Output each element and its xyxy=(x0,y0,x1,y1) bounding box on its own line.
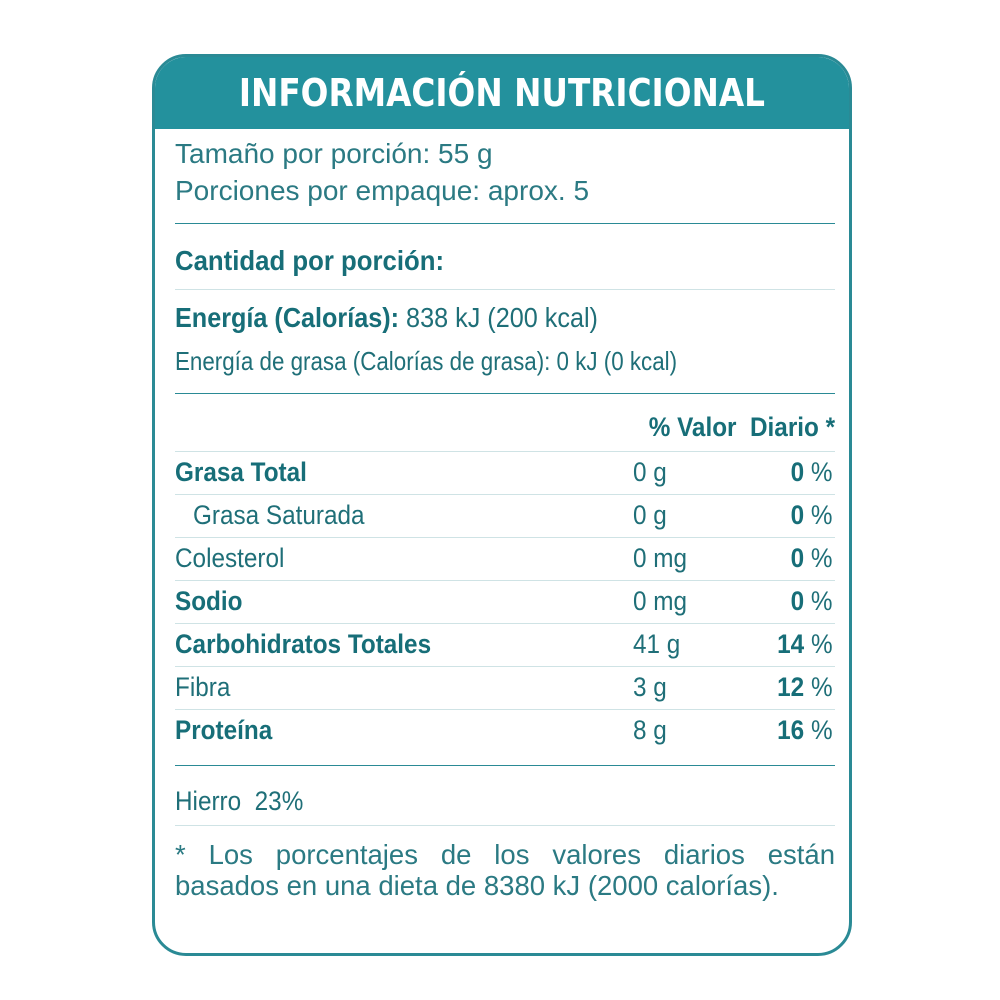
row-divider xyxy=(175,494,835,495)
row-divider xyxy=(175,537,835,538)
nutrient-amount: 0 g xyxy=(633,457,667,487)
daily-value-number: 0 xyxy=(791,457,805,487)
row-divider xyxy=(175,580,835,581)
nutrient-amount: 3 g xyxy=(633,672,667,702)
nutrient-row: Grasa Total 0 g 0 % xyxy=(175,451,835,493)
daily-value-number: 12 xyxy=(777,672,805,702)
daily-value-number: 14 xyxy=(777,629,805,659)
serving-info: Tamaño por porción: 55 g Porciones por e… xyxy=(175,135,589,209)
daily-value-number: 0 xyxy=(791,586,805,616)
daily-value-percent-sign: % xyxy=(804,500,833,530)
nutrient-name: Sodio xyxy=(175,586,243,616)
fat-energy-line: Energía de grasa (Calorías de grasa): 0 … xyxy=(175,343,759,379)
nutrient-name: Fibra xyxy=(175,672,231,702)
nutrient-amount: 0 g xyxy=(633,500,667,530)
daily-value-number: 0 xyxy=(791,543,805,573)
amount-per-serving-heading: Cantidad por porción: xyxy=(175,243,467,279)
panel-title-bar: INFORMACIÓN NUTRICIONAL xyxy=(155,57,849,129)
nutrient-name: Grasa Total xyxy=(175,457,307,487)
nutrient-row: Proteína 8 g 16 % xyxy=(175,709,835,751)
daily-value-percent-sign: % xyxy=(804,457,833,487)
panel-title: INFORMACIÓN NUTRICIONAL xyxy=(238,71,766,115)
row-divider xyxy=(175,623,835,624)
serving-size: Tamaño por porción: 55 g xyxy=(175,138,493,169)
nutrient-row: Carbohidratos Totales 41 g 14 % xyxy=(175,623,835,665)
nutrient-amount: 0 mg xyxy=(633,586,688,616)
daily-value-number: 16 xyxy=(777,715,805,745)
daily-value-header-text: % Valor Diario * xyxy=(648,412,835,442)
nutrient-daily-value: 14 % xyxy=(778,623,833,665)
nutrient-row: Grasa Saturada 0 g 0 % xyxy=(175,494,835,536)
nutrient-daily-value: 12 % xyxy=(778,666,833,708)
daily-value-number: 0 xyxy=(791,500,805,530)
nutrient-row: Colesterol 0 mg 0 % xyxy=(175,537,835,579)
nutrient-name: Proteína xyxy=(175,715,273,745)
nutrient-name: Grasa Saturada xyxy=(193,500,365,530)
energy-value: 838 kJ (200 kcal) xyxy=(399,302,598,333)
nutrient-row: Sodio 0 mg 0 % xyxy=(175,580,835,622)
nutrient-daily-value: 16 % xyxy=(778,709,833,751)
nutrient-name: Carbohidratos Totales xyxy=(175,629,432,659)
nutrient-name: Colesterol xyxy=(175,543,285,573)
nutrient-daily-value: 0 % xyxy=(791,537,833,579)
daily-value-percent-sign: % xyxy=(804,586,833,616)
nutrient-row: Fibra 3 g 12 % xyxy=(175,666,835,708)
daily-value-percent-sign: % xyxy=(804,715,833,745)
servings-per-package: Porciones por empaque: aprox. 5 xyxy=(175,175,590,206)
nutrient-amount: 8 g xyxy=(633,715,667,745)
nutrient-daily-value: 0 % xyxy=(791,580,833,622)
nutrient-amount: 41 g xyxy=(633,629,681,659)
divider xyxy=(175,393,835,394)
divider xyxy=(175,223,835,224)
iron-line: Hierro 23% xyxy=(175,781,318,821)
energy-label: Energía (Calorías): xyxy=(175,302,400,333)
divider xyxy=(175,451,835,452)
daily-value-percent-sign: % xyxy=(804,629,833,659)
footnote: * Los porcentajes de los valores diarios… xyxy=(175,839,835,901)
nutrient-amount: 0 mg xyxy=(633,543,688,573)
divider xyxy=(175,825,835,826)
daily-value-percent-sign: % xyxy=(804,672,833,702)
divider xyxy=(175,289,835,290)
fat-energy-text: Energía de grasa (Calorías de grasa): 0 … xyxy=(175,346,678,376)
amount-heading-text: Cantidad por porción: xyxy=(175,245,445,276)
iron-text: Hierro 23% xyxy=(175,786,304,816)
row-divider xyxy=(175,666,835,667)
nutrient-daily-value: 0 % xyxy=(791,451,833,493)
daily-value-percent-sign: % xyxy=(804,543,833,573)
energy-line: Energía (Calorías): 838 kJ (200 kcal) xyxy=(175,299,645,337)
divider xyxy=(175,765,835,766)
nutrition-facts-panel: INFORMACIÓN NUTRICIONAL Tamaño por porci… xyxy=(152,54,852,956)
nutrient-daily-value: 0 % xyxy=(791,494,833,536)
daily-value-header: % Valor Diario * xyxy=(628,407,835,447)
row-divider xyxy=(175,709,835,710)
